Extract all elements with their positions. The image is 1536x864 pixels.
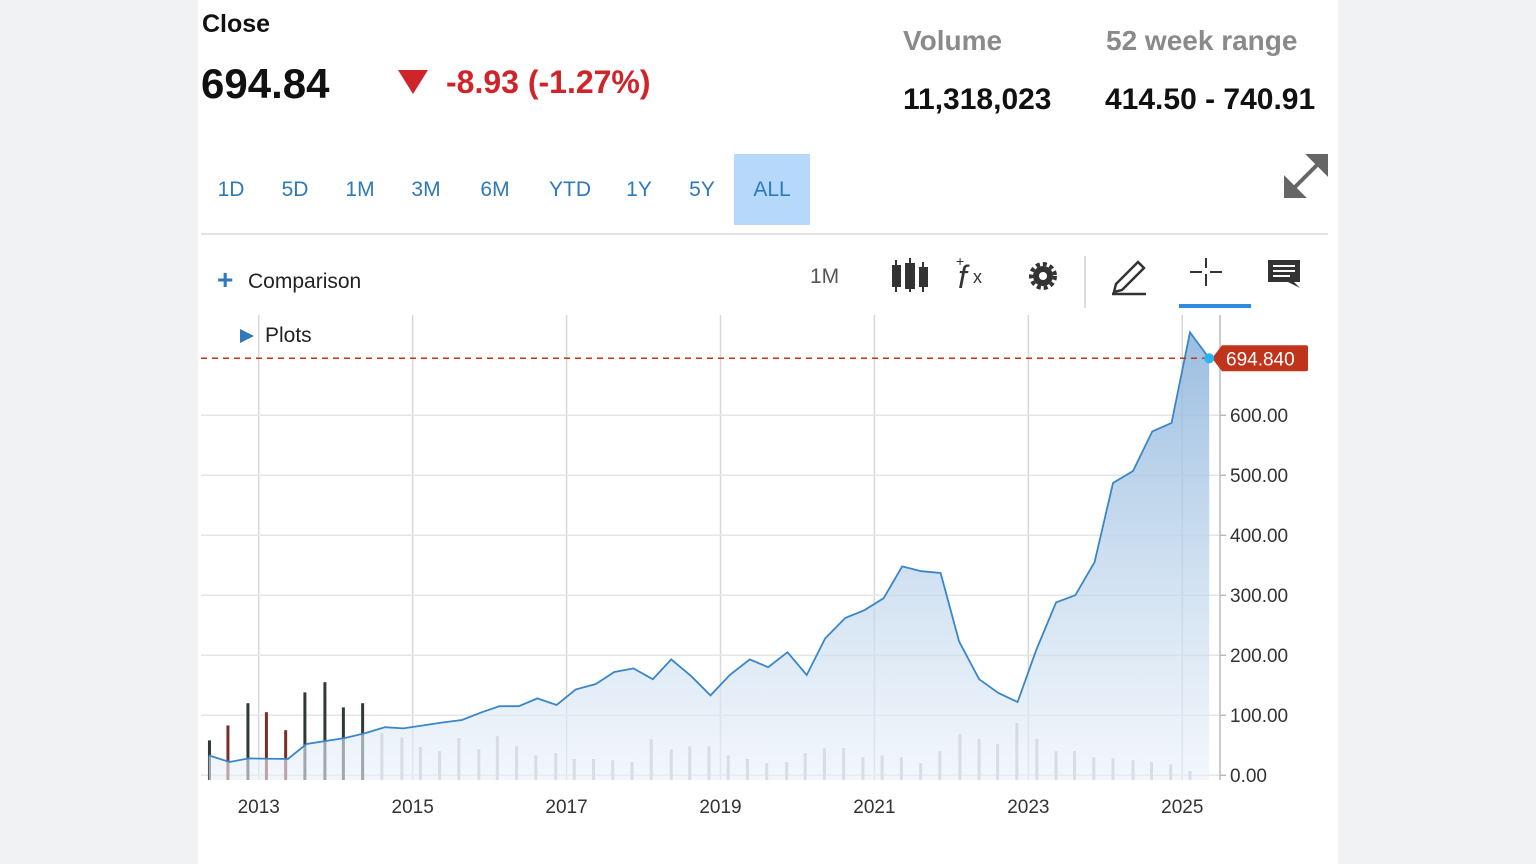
range-button[interactable]: ALL <box>734 154 810 225</box>
range-button[interactable]: 5Y <box>689 178 715 201</box>
candles-icon[interactable] <box>892 258 928 292</box>
range-button[interactable]: 6M <box>480 178 510 201</box>
range-button[interactable]: YTD <box>549 178 591 201</box>
down-arrow <box>398 70 428 94</box>
x-tick-label: 2017 <box>545 797 587 818</box>
interval[interactable]: 1M <box>810 265 840 288</box>
volume-bar <box>303 692 307 780</box>
y-tick-label: 100.00 <box>1230 706 1288 727</box>
price-line <box>208 330 1210 763</box>
y-tick-label: 600.00 <box>1230 406 1288 427</box>
close-value: 694.84 <box>201 60 330 107</box>
change: -8.93 (-1.27%) <box>446 64 651 100</box>
crosshair-icon[interactable] <box>1190 258 1222 286</box>
volume-label: Volume <box>903 25 1003 56</box>
y-tick-label: 300.00 <box>1230 586 1288 607</box>
last-price-label: 694.840 <box>1226 349 1295 370</box>
divider <box>201 233 1328 235</box>
range-label: 52 week range <box>1106 25 1298 56</box>
volume-bar <box>323 682 327 780</box>
plus-icon[interactable]: + <box>217 264 234 295</box>
plots[interactable]: Plots <box>265 324 312 347</box>
comment-icon[interactable] <box>1268 260 1300 288</box>
range-button[interactable]: 1Y <box>626 178 652 201</box>
x-tick-label: 2021 <box>853 797 895 818</box>
volume-bar <box>246 703 250 780</box>
area <box>208 332 1210 780</box>
y-tick-label: 400.00 <box>1230 526 1288 547</box>
x-tick-label: 2015 <box>392 797 434 818</box>
volume-value: 11,318,023 <box>903 83 1052 116</box>
volume-bar <box>284 730 288 780</box>
range-button[interactable]: 1D <box>217 178 245 201</box>
range-button[interactable]: 1M <box>345 178 375 201</box>
y-tick-label: 0.00 <box>1230 766 1267 787</box>
range-value: 414.50 - 740.91 <box>1105 83 1316 116</box>
range-button[interactable]: 3M <box>411 178 441 201</box>
y-tick-label: 500.00 <box>1230 466 1288 487</box>
draw-icon[interactable] <box>1112 260 1146 296</box>
volume-bar <box>226 725 230 780</box>
x-tick-label: 2019 <box>699 797 741 818</box>
fx-icon-plus: + <box>956 256 964 269</box>
last-price-tag <box>1212 345 1308 372</box>
last-point <box>1204 353 1215 364</box>
x-tick-label: 2025 <box>1161 797 1203 818</box>
close-label: Close <box>202 10 271 38</box>
range-button[interactable]: 5D <box>281 178 309 201</box>
expand-icon[interactable] <box>1282 152 1330 200</box>
comparison[interactable]: Comparison <box>248 270 362 293</box>
volume-bar <box>264 712 268 780</box>
active-tab <box>1179 304 1251 308</box>
fx-icon-x: x <box>973 267 982 287</box>
x-tick-label: 2023 <box>1007 797 1049 818</box>
plots-arrow[interactable] <box>238 326 258 346</box>
y-tick-label: 200.00 <box>1230 646 1288 667</box>
settings-icon[interactable] <box>1029 262 1057 290</box>
x-tick-label: 2013 <box>238 797 280 818</box>
toolbar-icons: f x + <box>892 256 1300 308</box>
